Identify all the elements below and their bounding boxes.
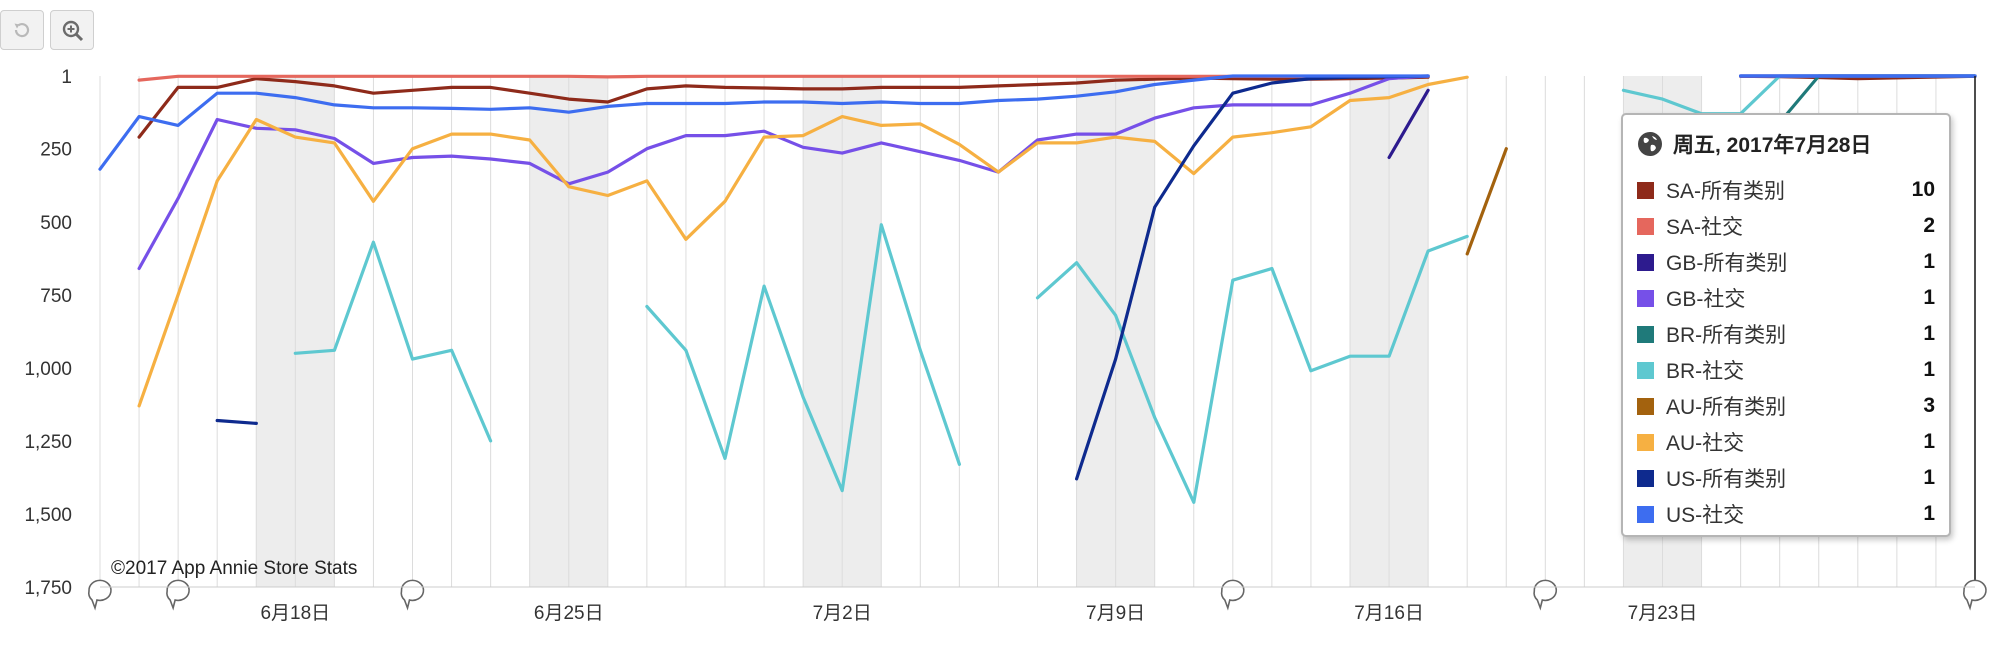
tooltip-series-name: BR-社交 (1666, 360, 1745, 383)
tooltip-series-name: SA-所有类别 (1666, 180, 1786, 203)
tooltip-row: SA-所有类别 10 (1637, 175, 1935, 205)
annotation-marker[interactable] (166, 579, 190, 611)
tooltip-series-value: 1 (1923, 286, 1935, 309)
tooltip-series-value: 1 (1923, 502, 1935, 525)
legend-swatch (1637, 181, 1654, 199)
y-tick-label: 1,500 (24, 505, 72, 526)
tooltip-series-value: 10 (1911, 178, 1935, 201)
legend-swatch (1637, 361, 1654, 379)
tooltip-series-value: 1 (1923, 250, 1935, 273)
tooltip-series-value: 1 (1923, 466, 1935, 489)
globe-icon (1638, 132, 1662, 156)
zoom-button[interactable] (50, 10, 94, 50)
y-tick-label: 750 (40, 286, 72, 307)
x-tick-label: 7月23日 (1628, 603, 1698, 624)
tooltip-series-name: AU-社交 (1666, 432, 1745, 455)
series-line[interactable] (137, 75, 1469, 408)
tooltip-series-name: SA-社交 (1666, 216, 1744, 239)
y-tick-label: 1,250 (24, 432, 72, 453)
tooltip-row: US-社交 1 (1637, 499, 1935, 529)
annotation-marker[interactable] (1963, 579, 1987, 611)
tooltip-row: AU-社交 1 (1637, 427, 1935, 457)
annotation-marker[interactable] (400, 579, 425, 611)
series-line[interactable] (1035, 234, 1469, 504)
x-tick-label: 7月9日 (1086, 603, 1145, 624)
tooltip-row: BR-所有类别 1 (1637, 319, 1935, 349)
series-line[interactable] (1387, 88, 1430, 160)
tooltip-series-name: GB-所有类别 (1666, 252, 1788, 275)
tooltip-series-name: US-所有类别 (1666, 468, 1787, 491)
tooltip-series-value: 1 (1923, 358, 1935, 381)
tooltip-row: GB-社交 1 (1637, 283, 1935, 313)
annotation-marker[interactable] (88, 579, 112, 611)
copyright-text: ©2017 App Annie Store Stats (111, 558, 358, 579)
tooltip-series-name: US-社交 (1666, 504, 1745, 527)
tooltip-series-name: BR-所有类别 (1666, 324, 1787, 347)
reset-zoom-button[interactable] (0, 10, 44, 50)
legend-swatch (1637, 397, 1654, 415)
tooltip-row: GB-所有类别 1 (1637, 247, 1935, 277)
y-tick-label: 1,000 (24, 359, 72, 380)
series-line[interactable] (1465, 147, 1508, 256)
tooltip-series-value: 1 (1923, 430, 1935, 453)
x-tick-label: 6月25日 (534, 603, 604, 624)
reset-icon (14, 22, 30, 38)
legend-swatch (1637, 289, 1654, 307)
legend-swatch (1637, 433, 1654, 451)
annotation-marker[interactable] (1220, 579, 1245, 611)
y-tick-label: 1 (61, 67, 72, 88)
tooltip-row: AU-所有类别 3 (1637, 391, 1935, 421)
tooltip-row: BR-社交 1 (1637, 355, 1935, 385)
series-line[interactable] (98, 74, 1430, 171)
tooltip-row: US-所有类别 1 (1637, 463, 1935, 493)
tooltip-series-value: 3 (1923, 394, 1935, 417)
y-tick-label: 1,750 (24, 578, 72, 599)
legend-swatch (1637, 505, 1654, 523)
series-line[interactable] (137, 74, 1430, 271)
tooltip-series-value: 2 (1923, 214, 1935, 237)
tooltip-series-name: AU-所有类别 (1666, 396, 1787, 419)
tooltip-row: SA-社交 2 (1637, 211, 1935, 241)
series-line[interactable] (137, 74, 1430, 82)
legend-swatch (1637, 469, 1654, 487)
x-tick-label: 6月18日 (260, 603, 330, 624)
tooltip-header: 周五, 2017年7月28日 (1637, 129, 1871, 159)
y-tick-label: 500 (40, 213, 72, 234)
tooltip-series-value: 1 (1923, 322, 1935, 345)
legend-swatch (1637, 253, 1654, 271)
x-tick-label: 7月16日 (1354, 603, 1424, 624)
annotation-marker[interactable] (1533, 579, 1558, 611)
tooltip-title: 周五, 2017年7月28日 (1673, 134, 1872, 157)
y-tick-label: 250 (40, 140, 72, 161)
legend-swatch (1637, 217, 1654, 235)
legend-swatch (1637, 325, 1654, 343)
series-line[interactable] (293, 240, 493, 443)
zoom-icon (62, 20, 84, 42)
series-line[interactable] (645, 223, 962, 493)
tooltip-series-name: GB-社交 (1666, 288, 1746, 311)
chart-tooltip: 周五, 2017年7月28日 SA-所有类别 10 SA-社交 2 GB-所有类别 1 GB… (1621, 113, 1951, 537)
series-line[interactable] (215, 418, 258, 425)
x-tick-label: 7月2日 (813, 603, 872, 624)
